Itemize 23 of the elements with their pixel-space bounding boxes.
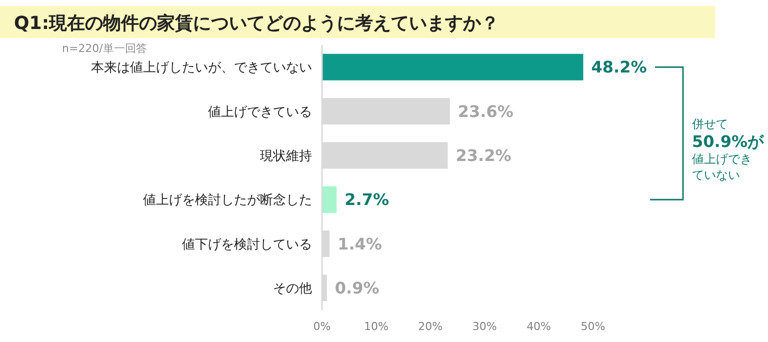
data-label: 23.2% — [456, 146, 512, 166]
data-label: 2.7% — [344, 190, 390, 210]
data-label: 48.2% — [591, 58, 647, 77]
x-tick-label: 30% — [472, 320, 497, 333]
y-tick-label: 値下げを検討している — [182, 237, 312, 252]
bar — [322, 186, 337, 213]
text: n=220/単一回答 — [62, 42, 147, 55]
x-tick-label: 10% — [364, 320, 388, 333]
y-tick-label: 値上げできている — [208, 104, 312, 120]
bar — [322, 54, 584, 80]
y-tick-label: 本来は値上げしたいが、できていない — [91, 60, 312, 76]
y-tick-label: 値上げを検討したが断念した — [143, 193, 312, 208]
y-tick-label: その他 — [273, 281, 312, 296]
data-label: 23.6% — [458, 102, 514, 121]
chart-title: Q1:現在の物件の家賃についてどのように考えていますか？ — [14, 13, 500, 34]
x-tick-label: 20% — [418, 320, 443, 333]
data-label: 0.9% — [334, 278, 380, 298]
y-tick-label: 現状維持 — [260, 148, 312, 164]
x-tick-label: 40% — [526, 320, 552, 333]
x-tick-label: 50% — [580, 320, 606, 333]
x-tick-label: 0% — [313, 320, 331, 333]
data-label: 1.4% — [338, 234, 382, 254]
text: 併せて50.9%が値上げできていない — [691, 117, 765, 182]
